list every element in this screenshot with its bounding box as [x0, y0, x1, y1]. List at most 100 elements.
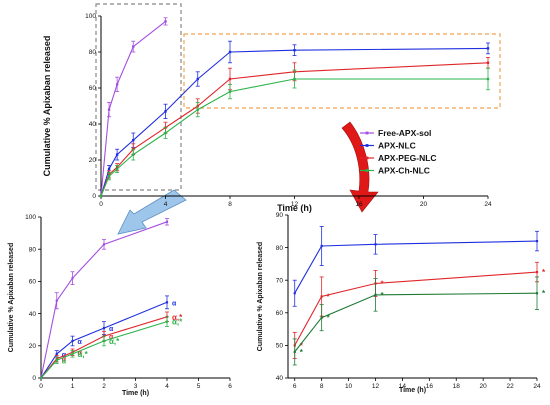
data-point [55, 359, 58, 362]
data-point [293, 350, 296, 354]
data-point [486, 61, 490, 64]
significance-label: α [109, 334, 114, 341]
data-point [165, 220, 169, 223]
x-tick-label: 1 [71, 383, 75, 390]
x-tick-label: 12 [291, 201, 299, 208]
data-point [115, 167, 119, 171]
significance-label: * [380, 291, 384, 300]
significance-label: * [327, 293, 331, 302]
x-tick-label: 20 [480, 383, 488, 390]
data-point [164, 20, 167, 23]
x-tick-label: 12 [372, 383, 380, 390]
x-tick-label: 6 [293, 383, 297, 390]
data-point [71, 339, 74, 343]
y-tick-label: 40 [276, 375, 284, 382]
x-tick-label: 24 [484, 201, 492, 208]
x-tick-label: 4 [164, 201, 168, 208]
y-tick-label: 60 [276, 310, 284, 317]
y-tick-label: 80 [29, 246, 37, 253]
data-point [486, 47, 490, 50]
data-point [374, 243, 377, 246]
data-point [132, 153, 135, 156]
data-point [320, 316, 323, 319]
data-point [293, 292, 296, 295]
y-axis-label: Cumulative % Apixaban released [257, 242, 264, 351]
y-tick-label: 40 [29, 311, 37, 318]
zoom-arrow-blue [117, 189, 187, 235]
x-tick-label: 0 [39, 383, 43, 390]
significance-label: α,* [109, 337, 120, 346]
data-point [71, 352, 74, 355]
series-line [294, 240, 538, 294]
significance-label: * [300, 348, 304, 357]
x-tick-label: 8 [320, 383, 324, 390]
legend-entry-label: APX-Ch-NLC [378, 166, 430, 176]
y-tick-label: 90 [276, 212, 284, 219]
y-tick-label: 60 [29, 279, 37, 286]
zoom-region-box-late [183, 33, 501, 109]
zoom-region-box-early [95, 3, 182, 191]
y-tick-label: 20 [29, 343, 37, 350]
data-point [165, 320, 169, 323]
data-point [535, 270, 539, 274]
y-tick-label: 80 [89, 49, 97, 56]
significance-label: α [172, 300, 177, 307]
chart-legend: Free-APX-sol APX-NLC APX-PEG-NLC APX-Ch-NLC [360, 128, 437, 176]
x-axis-label: Time (h) [122, 390, 149, 397]
x-tick-label: 5 [197, 383, 201, 390]
y-tick-label: 70 [276, 277, 284, 284]
x-tick-label: 24 [533, 383, 541, 390]
y-tick-label: 40 [89, 121, 97, 128]
significance-label: α,* [78, 350, 89, 359]
y-axis-label: Cumulative % Apixaban released [8, 243, 15, 352]
y-tick-label: 0 [32, 375, 36, 382]
x-tick-label: 3 [134, 383, 138, 390]
x-tick-label: 10 [345, 383, 353, 390]
data-point [293, 77, 296, 81]
data-point [164, 131, 167, 135]
zoom-arrow-red [341, 121, 379, 213]
significance-label: α,* [172, 313, 183, 322]
data-point [486, 77, 490, 81]
data-point [115, 83, 119, 86]
data-point [228, 77, 232, 81]
data-point [228, 50, 232, 54]
y-tick-label: 20 [89, 157, 97, 164]
data-point [196, 108, 199, 111]
y-tick-label: 60 [89, 85, 97, 92]
data-point [293, 49, 296, 52]
series-line [294, 271, 538, 346]
x-tick-label: 2 [102, 383, 106, 390]
significance-label: α [62, 358, 67, 365]
x-tick-label: 22 [506, 383, 514, 390]
y-tick-label: 0 [92, 193, 96, 200]
legend-swatch-marker [365, 144, 369, 147]
legend-entry-label: APX-PEG-NLC [378, 153, 437, 163]
data-point [39, 376, 43, 380]
significance-label: * [300, 341, 304, 350]
x-tick-label: 0 [99, 201, 103, 208]
legend-swatch-marker [365, 169, 369, 172]
data-point [196, 77, 199, 81]
significance-label: * [327, 314, 331, 323]
x-tick-label: 18 [453, 383, 461, 390]
data-point [535, 292, 539, 295]
data-point [132, 45, 135, 48]
data-point [320, 295, 323, 298]
x-axis-label: Time (h) [277, 203, 312, 213]
data-point [107, 175, 111, 178]
x-tick-label: 4 [165, 383, 169, 390]
x-tick-label: 14 [399, 383, 407, 390]
significance-label: * [542, 268, 546, 277]
legend-swatch-marker [365, 156, 369, 160]
significance-label: α,* [172, 318, 183, 327]
early-zoom-chart: 0 20 40 60 80 100 0 1 2 3 4 5 6 Time (h) Cumulative % … [8, 214, 232, 397]
y-tick-label: 100 [25, 214, 36, 221]
significance-label: α [62, 357, 67, 364]
data-point [374, 293, 377, 296]
significance-label: α [78, 350, 83, 357]
x-axis-label: Time (h) [399, 387, 426, 394]
data-point [71, 277, 74, 280]
significance-label: * [380, 279, 384, 288]
